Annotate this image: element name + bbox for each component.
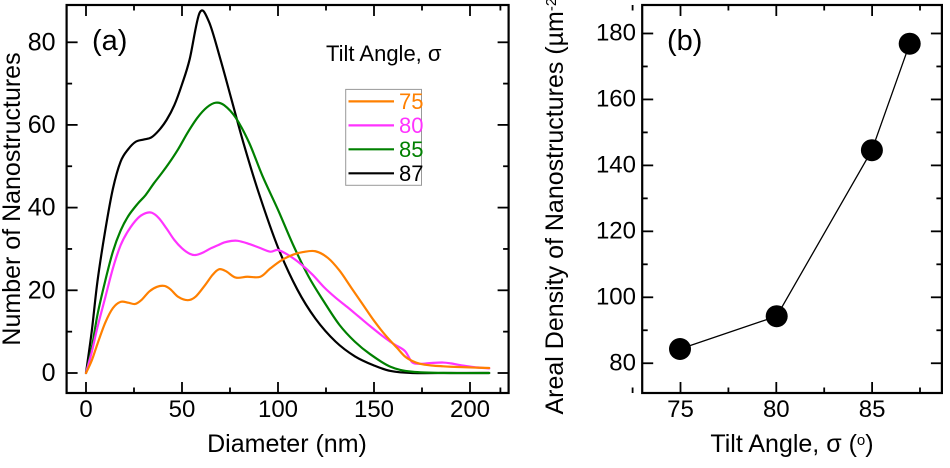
svg-text:87: 87 (399, 161, 423, 186)
svg-text:20: 20 (28, 276, 56, 304)
svg-text:85: 85 (859, 396, 886, 423)
svg-text:Number of Nanostructures: Number of Nanostructures (0, 52, 26, 345)
svg-text:60: 60 (28, 111, 56, 139)
svg-text:75: 75 (667, 396, 694, 423)
svg-text:Diameter (nm): Diameter (nm) (207, 430, 367, 458)
svg-text:150: 150 (354, 396, 394, 423)
svg-text:85: 85 (399, 137, 423, 162)
svg-text:100: 100 (596, 284, 636, 311)
svg-text:75: 75 (399, 89, 423, 114)
svg-text:40: 40 (28, 194, 56, 222)
svg-text:200: 200 (450, 396, 490, 423)
svg-text:140: 140 (596, 152, 636, 179)
svg-text:Tilt Angle, σ (o): Tilt Angle, σ (o) (710, 430, 873, 458)
svg-text:80: 80 (763, 396, 790, 423)
svg-text:(b): (b) (667, 25, 702, 57)
svg-text:100: 100 (258, 396, 298, 423)
svg-text:80: 80 (399, 113, 423, 138)
svg-text:80: 80 (609, 350, 636, 377)
svg-text:0: 0 (42, 359, 56, 387)
svg-text:180: 180 (596, 20, 636, 47)
svg-text:(a): (a) (92, 25, 127, 57)
svg-text:120: 120 (596, 218, 636, 245)
svg-text:50: 50 (169, 396, 196, 423)
svg-text:80: 80 (28, 28, 56, 56)
svg-text:Tilt Angle, σ: Tilt Angle, σ (326, 41, 442, 66)
svg-text:Areal Density of Nanostructure: Areal Density of Nanostructures (µm-2) (541, 0, 569, 415)
svg-text:160: 160 (596, 86, 636, 113)
svg-text:0: 0 (79, 396, 92, 423)
